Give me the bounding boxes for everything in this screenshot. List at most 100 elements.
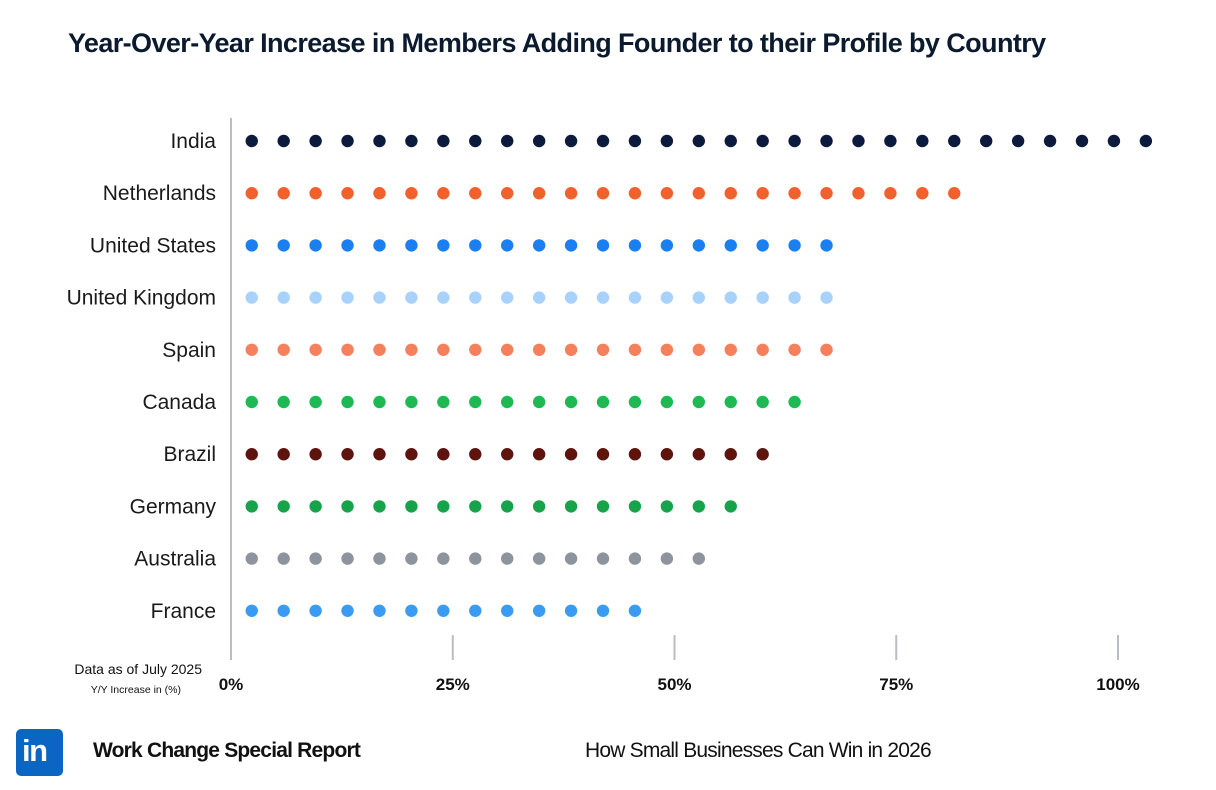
data-dot [564, 500, 578, 513]
data-dot [245, 343, 258, 356]
data-dot [277, 500, 290, 513]
data-dot [469, 343, 482, 356]
data-dot [884, 134, 897, 148]
data-dot [245, 187, 258, 200]
data-dot [501, 187, 514, 200]
data-dot [405, 187, 418, 200]
data-dot [373, 395, 386, 409]
data-dot [532, 500, 546, 513]
data-dot [532, 239, 546, 252]
data-dot [373, 187, 386, 200]
data-dot [788, 134, 801, 148]
data-dot [852, 187, 865, 200]
data-dot [628, 448, 642, 461]
data-dot [979, 134, 993, 148]
data-dot [501, 239, 514, 252]
category-label: United Kingdom [67, 287, 216, 310]
dot-chart: 0% 25% 50% 75% 100% Data as of July 2025 Y/Y I… [67, 118, 1153, 696]
data-dot [1107, 134, 1121, 148]
data-dot [277, 239, 290, 252]
data-dot [341, 343, 354, 356]
data-dot [756, 395, 769, 409]
data-dot [501, 291, 514, 304]
data-dot [501, 134, 514, 148]
data-dot [309, 395, 322, 409]
data-dot [501, 500, 514, 513]
data-dot [469, 291, 482, 304]
logo-text: in [22, 733, 48, 768]
data-dot [277, 187, 290, 200]
x-tick-label: 0% [219, 675, 244, 694]
data-dot [373, 239, 386, 252]
data-dot [341, 448, 354, 461]
data-dot [309, 604, 322, 617]
data-dot [564, 448, 578, 461]
data-dot [692, 500, 706, 513]
data-dot [596, 500, 610, 513]
data-dot [724, 291, 737, 304]
data-dot [277, 343, 290, 356]
data-dot [405, 134, 418, 148]
data-dot [469, 552, 482, 565]
data-dot [628, 604, 642, 617]
data-dot [756, 448, 769, 461]
data-dot [564, 604, 578, 617]
data-dot [564, 291, 578, 304]
data-dot [660, 343, 674, 356]
data-dot [1075, 134, 1089, 148]
data-dot [916, 187, 929, 200]
data-dot [1139, 134, 1153, 148]
data-dot [532, 134, 546, 148]
data-dot [788, 343, 801, 356]
data-dot [756, 291, 769, 304]
data-dot [469, 134, 482, 148]
category-label: France [151, 600, 216, 623]
data-dot [596, 291, 610, 304]
data-dot [501, 604, 514, 617]
data-dot [437, 187, 450, 200]
data-dot [373, 291, 386, 304]
data-dot [692, 343, 706, 356]
data-dot [564, 239, 578, 252]
data-dot [596, 134, 610, 148]
data-dot [1043, 134, 1057, 148]
data-dot [724, 343, 737, 356]
data-dot [948, 134, 961, 148]
data-dot [309, 552, 322, 565]
data-dot [660, 291, 674, 304]
data-dot [724, 500, 737, 513]
data-dot [1011, 134, 1025, 148]
data-dot [820, 134, 833, 148]
data-dot [245, 500, 258, 513]
data-dot [820, 291, 833, 304]
data-dot [660, 395, 674, 409]
data-dot [692, 552, 706, 565]
data-dot [820, 239, 833, 252]
category-label: Netherlands [103, 182, 216, 205]
data-dot [501, 448, 514, 461]
data-dot [437, 604, 450, 617]
data-dot [405, 291, 418, 304]
data-dot [660, 187, 674, 200]
data-dot [532, 604, 546, 617]
data-dot [373, 604, 386, 617]
data-dot [469, 239, 482, 252]
data-dot [405, 343, 418, 356]
data-dot [341, 552, 354, 565]
data-dot [596, 552, 610, 565]
data-dot [309, 239, 322, 252]
category-label: Australia [134, 548, 216, 571]
data-dot [564, 552, 578, 565]
data-dot [692, 448, 706, 461]
data-dot [724, 448, 737, 461]
data-dot [341, 187, 354, 200]
data-dot [309, 500, 322, 513]
category-label: Germany [130, 495, 217, 518]
data-dot [724, 187, 737, 200]
data-dot [373, 552, 386, 565]
data-dot [437, 500, 450, 513]
data-dot [277, 395, 290, 409]
report-title: Work Change Special Report [93, 739, 361, 762]
data-dot [309, 291, 322, 304]
x-tick-label: 75% [879, 675, 913, 694]
